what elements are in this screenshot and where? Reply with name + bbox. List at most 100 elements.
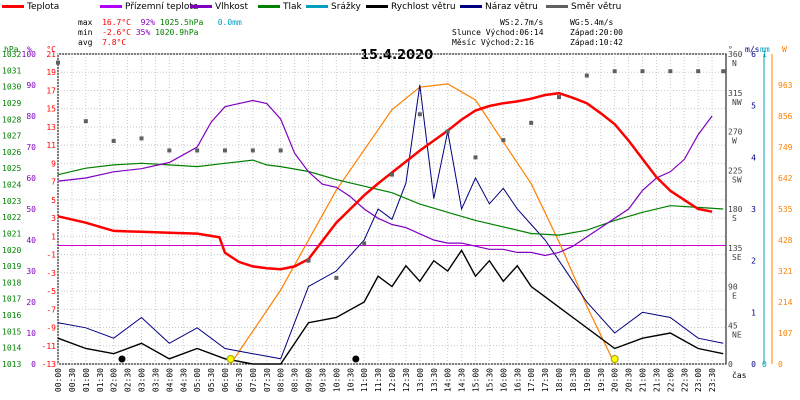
x-tick-label: 10:00 [332, 368, 341, 392]
temp-tick-label: -5 [46, 287, 56, 296]
solar-unit: W [782, 45, 787, 54]
wind-direction-point [334, 275, 339, 280]
direction-compass-label: NW [732, 98, 742, 107]
rain-tick-label: 0 [762, 360, 767, 369]
humidity-tick-label: 60 [26, 174, 36, 183]
x-tick-label: 11:00 [360, 368, 369, 392]
x-tick-label: 19:30 [597, 368, 606, 392]
x-tick-label: 22:00 [666, 368, 675, 392]
x-tick-label: 03:30 [151, 368, 160, 392]
chart-title: 15.4.2020 [360, 48, 434, 63]
pressure-tick-label: 1015 [2, 327, 21, 336]
direction-tick-label: 45 [728, 321, 738, 330]
temp-tick-label: 5 [51, 196, 56, 205]
direction-compass-label: N [732, 59, 737, 68]
legend-naraz-vetru: Náraz větru [460, 2, 538, 12]
x-tick-label: 01:30 [96, 368, 105, 392]
stats-max: max 16.7°C 92% 1025.5hPa 0.0mm [78, 18, 242, 27]
direction-tick-label: 135 [728, 244, 743, 253]
temp-tick-label: 11 [46, 141, 56, 150]
humidity-tick-label: 70 [26, 143, 36, 152]
wind-direction-point [223, 148, 227, 153]
stats-ws: WS:2.7m/s [500, 18, 544, 27]
pressure-tick-label: 1025 [2, 164, 21, 173]
x-tick-label: 02:30 [124, 368, 133, 392]
solar-tick-label: 535 [778, 205, 793, 214]
legend-vlhkost: Vlhkost [190, 2, 248, 12]
legend-bar: Teplota Přízemní teplota Vlhkost Tlak Sr… [0, 0, 800, 14]
pressure-tick-label: 1024 [2, 181, 21, 190]
temp-tick-label: -13 [42, 360, 57, 369]
x-tick-label: 18:00 [555, 368, 564, 392]
plot-frame [57, 53, 727, 365]
direction-tick-label: 180 [728, 205, 743, 214]
wind-direction-point [139, 136, 144, 141]
direction-tick-label: 90 [728, 283, 738, 292]
x-tick-label: 05:30 [207, 368, 216, 392]
humidity-tick-label: 80 [26, 112, 36, 121]
solar-tick-label: 749 [778, 143, 793, 152]
wind-direction-point [56, 60, 60, 65]
pressure-tick-label: 1016 [2, 311, 21, 320]
wind-direction-point [501, 138, 506, 143]
humidity-tick-label: 10 [26, 329, 36, 338]
pressure-tick-label: 1029 [2, 99, 21, 108]
pressure-tick-label: 1020 [2, 246, 21, 255]
direction-compass-label: S [732, 214, 737, 223]
x-tick-label: 15:30 [485, 368, 494, 392]
x-tick-label: 19:00 [583, 368, 592, 392]
legend-rychlost-vetru: Rychlost větru [366, 2, 456, 12]
direction-compass-label: SW [732, 175, 742, 184]
x-tick-label: 21:00 [639, 368, 648, 392]
series-n-raz-v-tru [57, 84, 724, 360]
x-tick-label: 08:30 [291, 368, 300, 392]
moon-marker [352, 355, 360, 363]
wind-direction-point [473, 155, 478, 160]
stats-moon-rise: Měsíc Východ:2:16 [452, 38, 534, 47]
wind-direction-point [668, 69, 673, 74]
x-tick-label: 06:00 [221, 368, 230, 392]
humidity-tick-label: 50 [26, 205, 36, 214]
temp-tick-label: 17 [46, 86, 56, 95]
humidity-tick-label: 100 [22, 50, 37, 59]
x-tick-label: 06:30 [235, 368, 244, 392]
rain-unit: mm [760, 45, 770, 54]
legend-smer-vetru: Směr větru [546, 2, 621, 12]
wind-speed-tick-label: 0 [751, 360, 756, 369]
stats-wg: WG:5.4m/s [570, 18, 614, 27]
x-tick-label: 04:00 [165, 368, 174, 392]
wind-speed-tick-label: 1 [751, 308, 756, 317]
series-vlhkost [57, 99, 713, 257]
temp-tick-label: -3 [46, 269, 56, 278]
solar-tick-label: 428 [778, 236, 793, 245]
temp-tick-label: 1 [51, 232, 56, 241]
wind-direction-point [111, 138, 116, 143]
temp-tick-label: 9 [51, 159, 56, 168]
x-tick-label: 23:00 [694, 368, 703, 392]
pressure-tick-label: 1028 [2, 115, 21, 124]
x-tick-label: 05:00 [193, 368, 202, 392]
wind-speed-tick-label: 3 [751, 205, 756, 214]
solar-tick-label: 321 [778, 267, 793, 276]
direction-compass-label: E [732, 292, 737, 301]
wind-speed-tick-label: 6 [751, 50, 756, 59]
pressure-tick-label: 1031 [2, 66, 21, 75]
x-tick-label: 14:00 [444, 368, 453, 392]
temp-tick-label: -9 [46, 324, 56, 333]
x-tick-label: 10:30 [346, 368, 355, 392]
x-tick-label: 00:30 [68, 368, 77, 392]
x-tick-label: 13:00 [416, 368, 425, 392]
pressure-tick-label: 1019 [2, 262, 21, 271]
solar-tick-label: 963 [778, 81, 793, 90]
legend-srazky: Srážky [306, 2, 361, 12]
x-tick-label: 12:00 [388, 368, 397, 392]
wind-direction-point [195, 148, 200, 153]
direction-compass-label: W [732, 137, 737, 146]
direction-tick-label: 225 [728, 166, 743, 175]
wind-direction-point [696, 69, 701, 74]
pressure-unit: hPa [4, 45, 19, 54]
stats-sun-rise: Slunce Východ:06:14 [452, 28, 544, 37]
x-tick-label: 20:30 [625, 368, 634, 392]
temp-tick-label: 15 [46, 105, 56, 114]
